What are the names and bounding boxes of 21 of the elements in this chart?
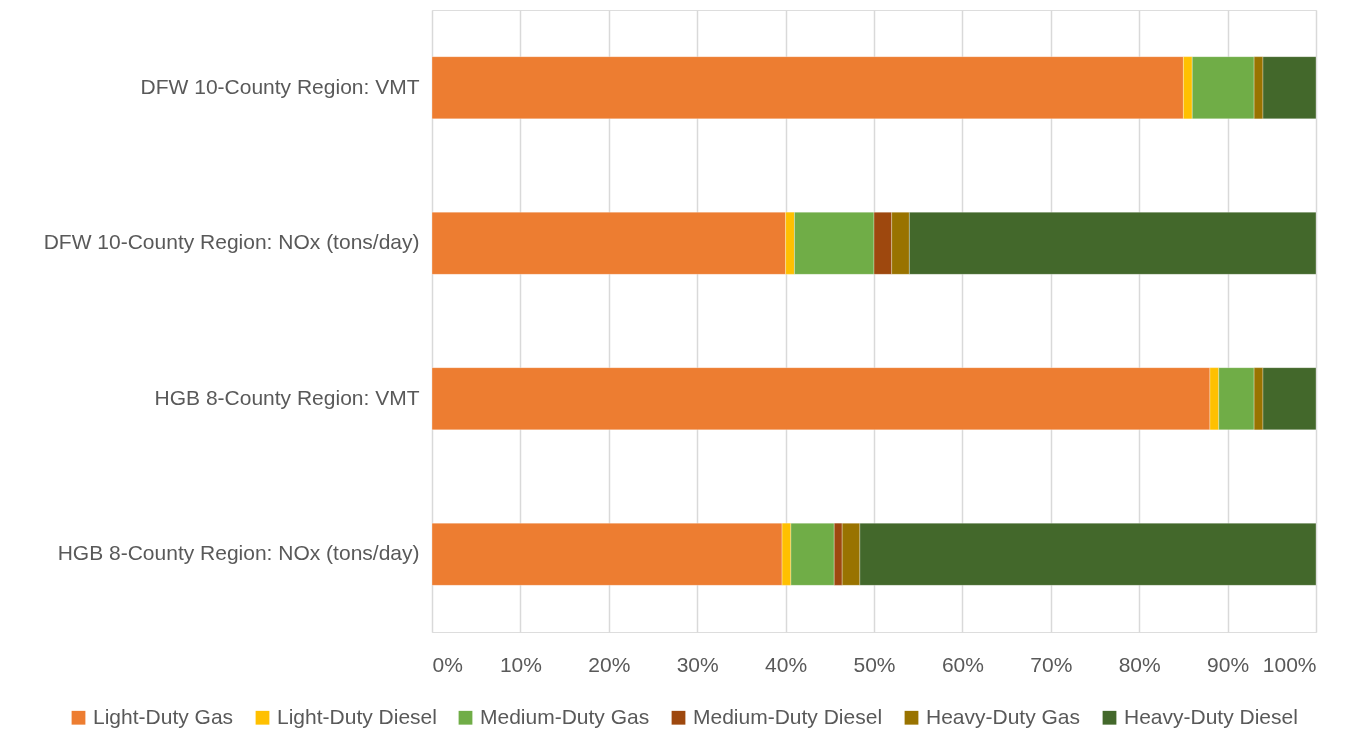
x-tick-label: 100% — [1262, 652, 1317, 676]
legend-label: Light-Duty Diesel — [277, 704, 437, 728]
x-tick-label: 10% — [499, 652, 542, 676]
x-tick-label: 90% — [1207, 652, 1250, 676]
x-tick-label: 80% — [1118, 652, 1161, 676]
legend-label: Light-Duty Gas — [93, 704, 234, 728]
x-tick-label: 50% — [853, 652, 896, 676]
x-tick-label: 20% — [588, 652, 631, 676]
legend-label: Medium-Duty Gas — [480, 704, 650, 728]
y-tick-label: HGB 8-County Region: NOx (tons/day) — [57, 541, 420, 565]
y-tick-label: DFW 10-County Region: NOx (tons/day) — [43, 230, 420, 254]
x-tick-label: 40% — [765, 652, 808, 676]
y-tick-label: HGB 8-County Region: VMT — [154, 385, 420, 409]
legend-label: Heavy-Duty Diesel — [1124, 704, 1298, 728]
legend-label: Medium-Duty Diesel — [693, 704, 883, 728]
x-tick-label: 70% — [1030, 652, 1073, 676]
x-tick-label: 0% — [432, 652, 463, 676]
x-tick-label: 60% — [941, 652, 984, 676]
y-tick-label: DFW 10-County Region: VMT — [140, 74, 420, 98]
legend-label: Heavy-Duty Gas — [926, 704, 1081, 728]
x-tick-label: 30% — [676, 652, 719, 676]
